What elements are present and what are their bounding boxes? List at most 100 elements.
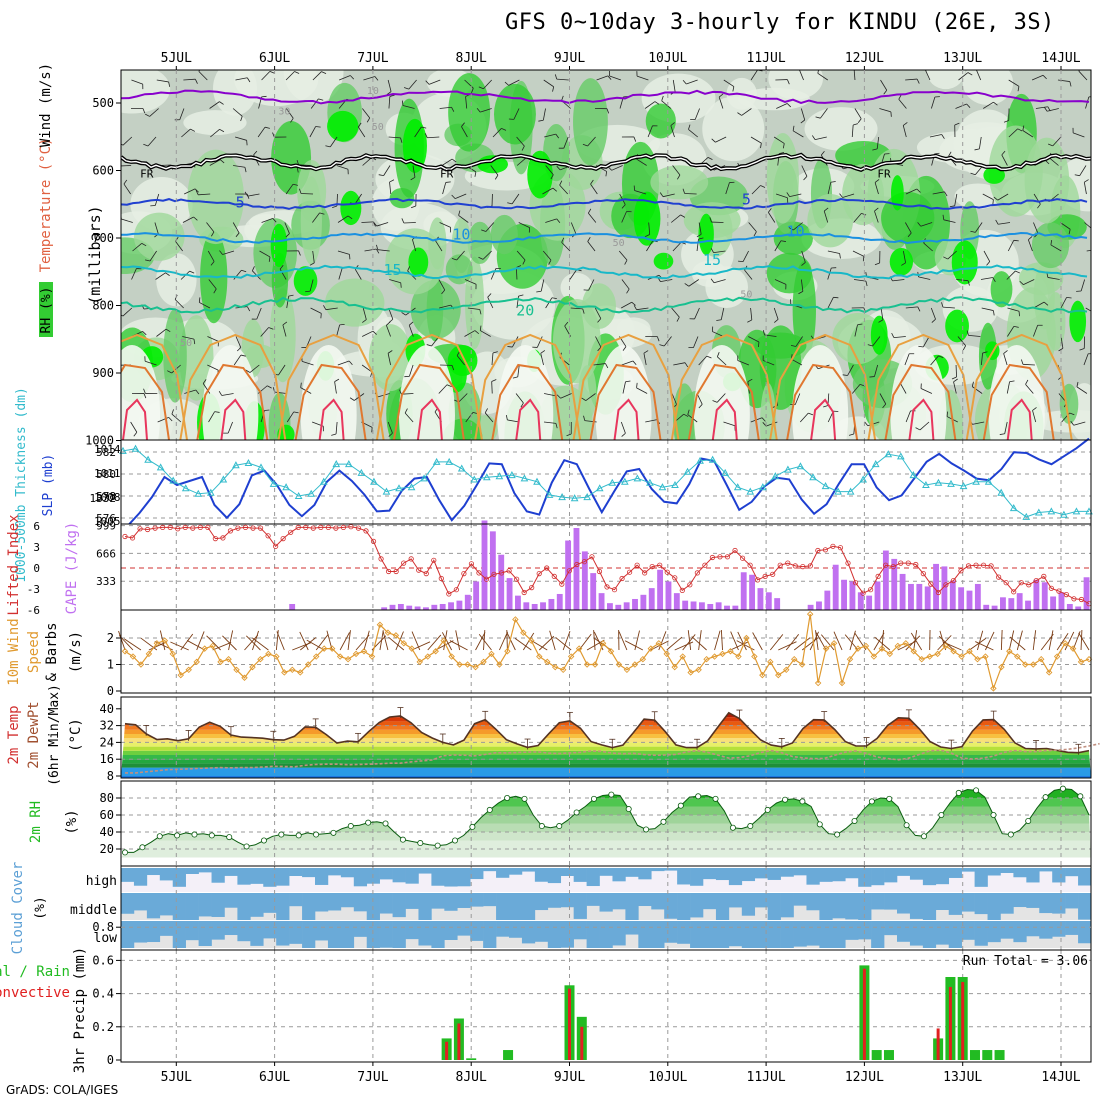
wind-barb (479, 309, 482, 315)
wind-barb (801, 165, 808, 177)
wind-barb (595, 336, 602, 348)
cape-bar (707, 603, 714, 610)
wind10-point (328, 645, 336, 652)
wind10-point (1053, 653, 1061, 660)
wind-barb (620, 421, 626, 434)
wind-barb (716, 393, 726, 403)
wind-barb (682, 188, 686, 194)
li-tick-label: 0 (33, 562, 40, 575)
rh-high-area (448, 73, 491, 152)
wind-barb (1047, 277, 1060, 280)
wind-barb (208, 279, 217, 290)
wind-barb (388, 136, 401, 139)
cloud-bar-low (793, 921, 807, 947)
wind-barb (438, 384, 448, 394)
rh-tick-label: 20 (100, 842, 114, 856)
isotherm (121, 197, 1088, 210)
wind-barb (202, 379, 207, 384)
thickness-point (194, 489, 203, 497)
wind-barb (930, 355, 939, 366)
wind-barb (1003, 353, 1008, 366)
wind-barb (305, 290, 311, 293)
lifted-index-point (257, 525, 264, 531)
thickness-point (809, 473, 817, 481)
wind-barb (688, 279, 699, 287)
wind-barb (878, 319, 884, 323)
cloud-bar-high (780, 868, 794, 877)
cape-bar (974, 583, 981, 610)
isotherm-35 (416, 398, 443, 440)
wind-barb (439, 106, 452, 109)
wind10-point (926, 653, 933, 660)
wind-barb (165, 272, 170, 276)
isotherm-35 (613, 398, 640, 440)
lifted-index-point (295, 524, 301, 531)
wind-barb (632, 360, 637, 365)
thickness-point (934, 478, 943, 486)
precip-legend-total: Total / Rain (0, 964, 70, 980)
lifted-index-point (913, 561, 919, 568)
wind-barb (929, 134, 942, 138)
wind-barb (323, 305, 327, 310)
wind-barb (948, 151, 952, 157)
wind-barb (750, 136, 762, 144)
wind-barb (389, 279, 401, 284)
rh-low-area (183, 110, 247, 136)
wind10-barb (578, 633, 592, 651)
wind10-point (982, 653, 989, 660)
rh-high-area (832, 312, 885, 365)
cape-bar (924, 586, 931, 610)
lifted-index-point (973, 562, 979, 568)
wind10-barb (714, 630, 721, 651)
rh-point (886, 795, 893, 802)
wind-barb (712, 331, 724, 337)
wind10-barb (977, 630, 984, 651)
rh-tick-label: 80 (100, 791, 114, 805)
rh-point (556, 823, 563, 830)
wind-barb (195, 389, 200, 395)
lifted-index-point (747, 562, 753, 568)
wind-barb (490, 165, 499, 176)
wind-barb (698, 355, 708, 366)
wind10-barb (395, 631, 404, 651)
wind-barb (464, 330, 476, 337)
wind-barb (507, 346, 513, 348)
wind-axis-label-2: Speed (26, 631, 42, 673)
wind-barb (483, 79, 492, 89)
wind-barb (504, 81, 509, 86)
wind10-barb (820, 634, 835, 651)
wind-barb (636, 387, 648, 394)
wind-barb (357, 122, 362, 128)
wind-barb (874, 210, 879, 223)
contour-label: 15 (703, 251, 721, 269)
wind10-point (352, 650, 360, 658)
wind10-point (822, 645, 830, 652)
cape-bar (498, 554, 505, 610)
wind-barb (331, 433, 337, 436)
wind-barb (482, 250, 492, 260)
lifted-index-point (378, 556, 384, 562)
wind10-barb (833, 631, 843, 651)
wind-barb (209, 101, 220, 109)
wind10-point (257, 655, 264, 663)
rh-high-area (325, 278, 385, 327)
lifted-index-point (634, 562, 640, 568)
cloud-bar-high (521, 868, 536, 872)
wind-barb (556, 218, 561, 223)
wind-barb (1035, 106, 1048, 109)
cloud-bar-middle (703, 893, 717, 910)
wind10-point (448, 653, 455, 660)
lifted-index-point (860, 590, 866, 596)
cloud-bar-high (392, 868, 406, 883)
wind-barb (564, 321, 569, 327)
wind-barb (339, 75, 351, 81)
wind-barb (993, 310, 995, 316)
cloud-bar-high (224, 868, 238, 876)
wind-barb (671, 393, 677, 405)
x-tick-label-top: 10JUL (648, 51, 687, 66)
wind-barb (966, 330, 969, 336)
wind-barb (251, 266, 255, 271)
freezing-level-inner (121, 154, 1091, 171)
wind-barb (1070, 420, 1075, 426)
wind-barb (219, 128, 225, 133)
